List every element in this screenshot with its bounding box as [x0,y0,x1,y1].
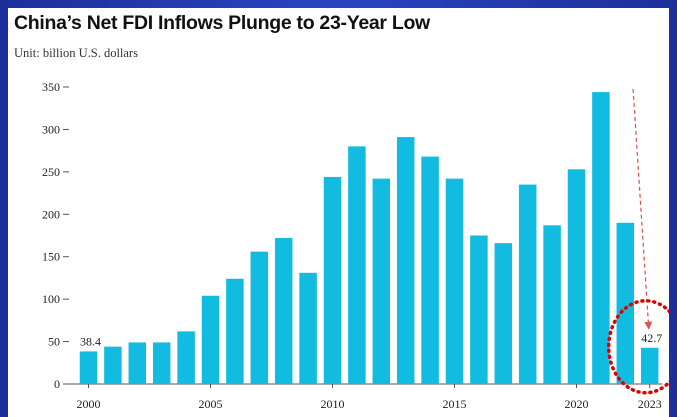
chart-title: China’s Net FDI Inflows Plunge to 23-Yea… [14,12,430,34]
bar-2010 [323,176,342,384]
highlight-circle-annotation [606,299,669,395]
x-tick-label: 2020 [565,397,589,411]
bar-2007 [250,251,269,384]
bar-2005 [201,295,220,384]
bar-2019 [543,225,561,384]
bar-2009 [299,272,317,384]
bar-2001 [104,346,122,384]
bar-2016 [470,235,488,384]
bar-2017 [494,243,513,384]
y-tick-label: 350 [42,80,60,94]
x-tick-label: 2010 [321,397,345,411]
bar-2018 [518,184,537,384]
x-tick-label: 2023 [638,397,662,411]
x-tick-label: 2000 [77,397,101,411]
bar-2006 [226,278,244,384]
data-label-2023: 42.7 [641,331,662,345]
bar-2023 [640,347,659,384]
chart-card: China’s Net FDI Inflows Plunge to 23-Yea… [8,8,669,417]
bars-group [79,92,659,384]
bar-2003 [152,342,171,384]
y-tick-label: 200 [42,207,60,221]
bar-2013 [396,137,415,384]
trend-arrow-annotation [632,88,653,330]
data-label-2000: 38.4 [80,334,101,348]
bar-2000 [79,351,98,384]
y-tick-label: 150 [42,250,60,264]
bar-2021 [592,92,610,384]
y-tick-label: 300 [42,122,60,136]
y-tick-label: 0 [54,377,60,391]
y-tick-label: 50 [48,335,60,349]
y-axis: 0 50 100 150 200 250 300 350 [42,80,69,391]
x-tick-label: 2015 [443,397,467,411]
y-tick-label: 250 [42,165,60,179]
x-tick-label: 2005 [199,397,223,411]
data-labels-group: 38.4 42.7 [80,331,662,349]
bar-2015 [445,178,464,384]
y-tick-label: 100 [42,292,60,306]
x-axis: 2000 2005 2010 2015 2020 2023 [63,383,663,411]
bar-2014 [421,156,439,384]
bar-2012 [372,178,391,384]
bar-2011 [348,146,366,384]
bar-2008 [274,238,293,384]
annotations-group [606,88,669,395]
bar-2020 [567,169,586,384]
chart-subtitle: Unit: billion U.S. dollars [14,46,138,60]
bar-2004 [177,331,195,384]
bar-2022 [616,222,635,384]
bar-2002 [128,342,147,384]
